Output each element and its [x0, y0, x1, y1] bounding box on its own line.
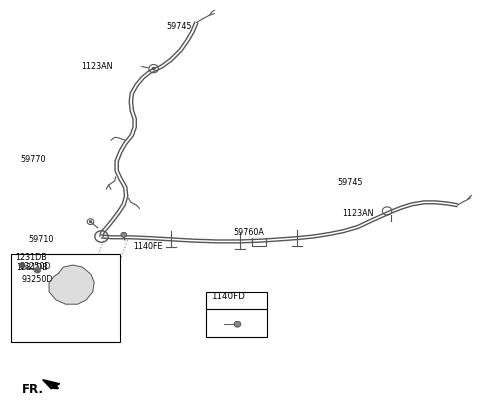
- Circle shape: [34, 267, 41, 273]
- Text: 1231DB: 1231DB: [15, 254, 47, 262]
- Circle shape: [19, 263, 24, 268]
- Text: 93250D: 93250D: [22, 275, 53, 284]
- Circle shape: [152, 68, 155, 70]
- Text: 1140FD: 1140FD: [211, 292, 244, 301]
- Text: 59710: 59710: [29, 235, 54, 244]
- Text: 59760A: 59760A: [233, 228, 264, 237]
- Circle shape: [90, 221, 92, 223]
- Circle shape: [121, 232, 127, 237]
- Text: 1231DB: 1231DB: [16, 263, 48, 272]
- Text: 1123AN: 1123AN: [342, 209, 373, 218]
- Bar: [12, 254, 120, 342]
- Polygon shape: [43, 379, 60, 389]
- Text: 1140FE: 1140FE: [133, 242, 163, 251]
- Text: 1123AN: 1123AN: [81, 62, 113, 71]
- Circle shape: [234, 322, 241, 327]
- Text: FR.: FR.: [22, 383, 44, 396]
- Bar: [206, 291, 266, 337]
- Text: 93250D: 93250D: [20, 262, 51, 271]
- Polygon shape: [49, 265, 94, 304]
- Text: 59770: 59770: [21, 156, 46, 164]
- Text: 59745: 59745: [337, 178, 363, 188]
- Text: 59745: 59745: [167, 22, 192, 31]
